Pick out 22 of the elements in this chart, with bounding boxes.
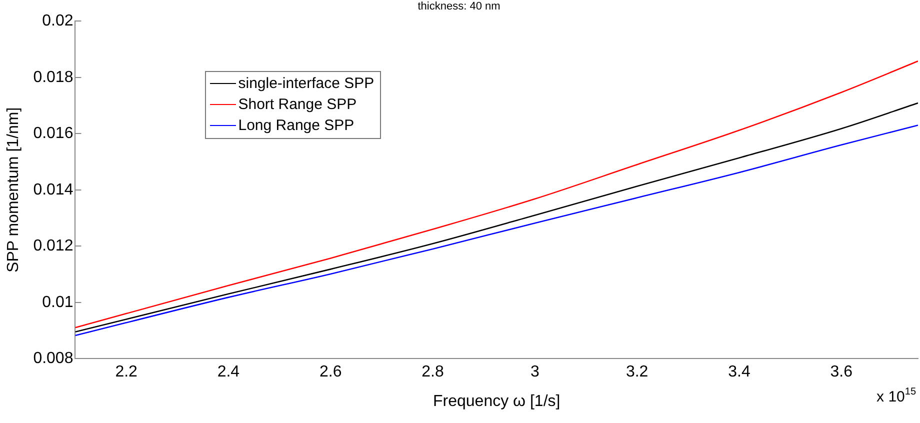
x-tick-label: 2.6 — [319, 364, 342, 381]
y-tick-label: 0.02 — [42, 12, 74, 30]
x-tick-label: 3 — [530, 364, 540, 381]
x-tick-label: 3.4 — [728, 364, 750, 381]
y-tick-label: 0.008 — [33, 350, 74, 368]
x-tick-label: 3.2 — [626, 364, 648, 381]
y-axis-title: SPP momentum [1/nm] — [5, 107, 22, 272]
x-axis-title: Frequency ω [1/s] — [433, 392, 560, 410]
x-tick-label: 2.2 — [115, 364, 138, 381]
x-tick-label: 3.6 — [830, 364, 853, 381]
y-tick-label: 0.01 — [42, 294, 74, 311]
chart-title: thickness: 40 nm — [418, 0, 500, 13]
legend-label: Short Range SPP — [238, 95, 357, 116]
y-tick-label: 0.012 — [33, 238, 74, 255]
line-series — [75, 60, 918, 328]
y-tick-label: 0.016 — [33, 125, 74, 142]
x-tick-label: 2.8 — [422, 364, 444, 381]
legend-label: Long Range SPP — [238, 116, 354, 136]
x-tick-label: 2.4 — [217, 364, 240, 381]
y-tick-label: 0.018 — [33, 68, 74, 86]
legend-label: single-interface SPP — [238, 74, 374, 94]
y-tick-label: 0.014 — [33, 181, 74, 198]
